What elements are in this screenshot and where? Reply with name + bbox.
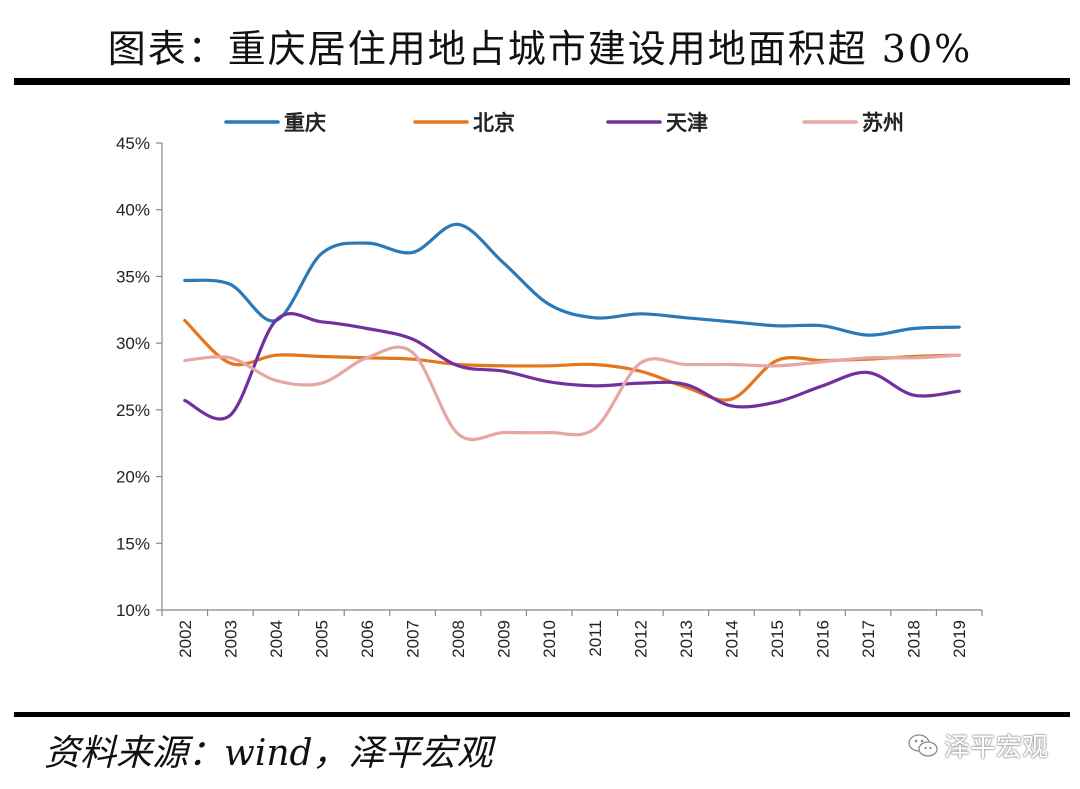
legend-label: 苏州 [862,111,904,135]
x-tick-label: 2010 [540,620,559,658]
watermark-text: 泽平宏观 [943,733,1048,763]
title-rule [14,78,1070,85]
legend-label: 天津 [666,111,708,135]
x-tick-label: 2009 [495,620,514,658]
series-line-3 [183,312,961,421]
line-chart: 重庆 北京 天津 苏州 10%15%20%25%30%35%40%45% 2002 20… [116,111,983,658]
y-tick-label: 45% [116,134,150,153]
y-axis-ticks: 10% 15% 20% 25% 30% 35% 40% 45% [116,134,162,620]
x-tick-label: 2006 [358,620,377,658]
chart-title: 图表：重庆居住用地占城市建设用地面积超 30% [107,27,973,71]
x-tick-label: 2002 [176,620,195,658]
legend-label: 北京 [473,111,515,135]
x-tick-label: 2003 [221,620,240,658]
y-tick-label: 40% [116,201,150,220]
x-tick-label: 2008 [449,620,468,658]
series-line-4 [183,345,961,441]
x-tick-label: 2011 [586,620,605,657]
legend-label: 重庆 [284,111,326,135]
x-tick-label: 2005 [312,620,331,658]
y-tick-label: 25% [116,401,150,420]
x-tick-label: 2019 [950,620,969,658]
source-note: 资料来源：wind，泽平宏观 [44,733,493,774]
y-tick-label: 20% [116,468,150,487]
x-tick-label: 2015 [768,620,787,658]
chart-axes [161,143,982,611]
x-tick-label: 2017 [859,620,878,658]
y-tick-label: 10% [116,601,150,620]
y-tick-label: 30% [116,334,150,353]
x-tick-label: 2007 [404,620,423,658]
series-line-1 [183,222,961,337]
chart-series [183,222,961,441]
x-tick-label: 2013 [677,620,696,658]
x-tick-label: 2018 [905,620,924,658]
x-tick-label: 2014 [722,620,741,658]
watermark: 泽平宏观 [908,727,1048,764]
x-tick-label: 2012 [631,620,650,658]
x-axis-ticks: 2002 2003 2004 2005 2006 2007 2008 2009 2010 2011… [161,610,983,658]
wechat-icon [908,733,938,757]
y-tick-label: 35% [116,267,150,286]
x-tick-label: 2004 [267,620,286,658]
x-tick-label: 2016 [814,620,833,658]
y-tick-label: 15% [116,534,150,553]
chart-legend: 重庆 北京 天津 苏州 [224,111,904,135]
footer-rule [14,712,1070,717]
